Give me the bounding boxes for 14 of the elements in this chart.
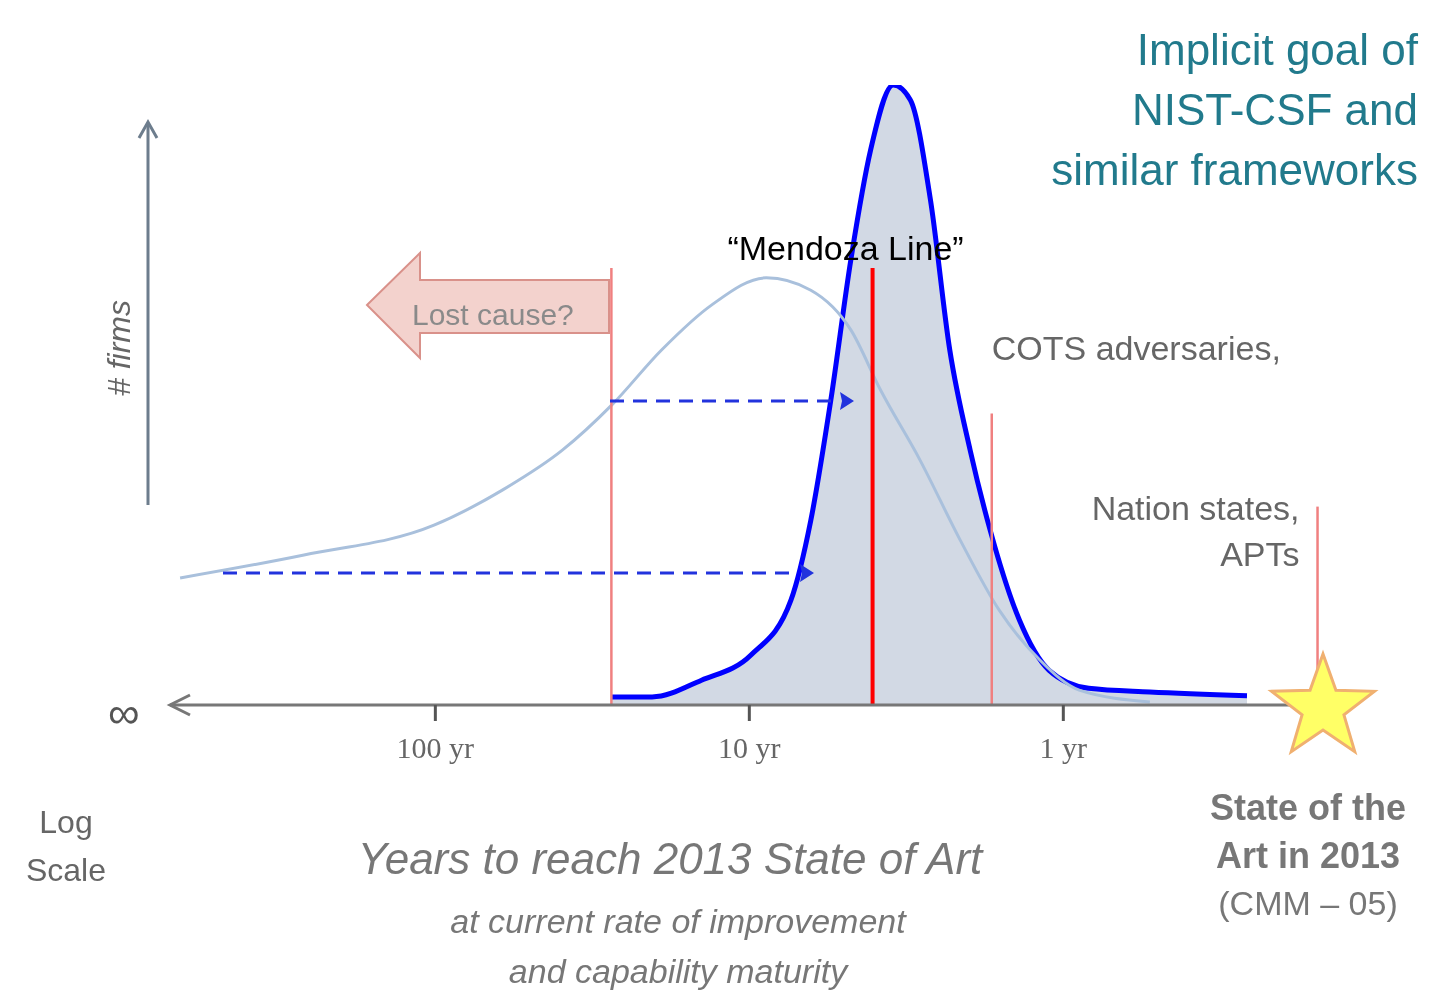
text: State of the Art in 2013: [1209, 786, 1407, 878]
x-axis-title: Years to reach 2013 State of Art: [357, 834, 985, 883]
text: (CMM – 05): [1217, 884, 1399, 923]
x-tick-label: 1 yr: [1039, 731, 1088, 765]
y-axis-title: # firms: [101, 300, 137, 396]
ref-line-label: Nation states, APTs: [1091, 489, 1300, 573]
x-tick-label: 10 yr: [718, 731, 781, 765]
text: ∞: [108, 688, 140, 738]
text: at current rate of improvement and capability maturity: [449, 901, 908, 992]
ref-line-label: COTS adversaries,: [991, 329, 1281, 367]
annotation: Lost cause?: [412, 298, 574, 332]
annotation: Implicit goal of NIST-CSF and similar frameworks: [1051, 24, 1418, 196]
x-tick-label: 100 yr: [396, 731, 475, 765]
text: Log Scale: [24, 803, 107, 890]
